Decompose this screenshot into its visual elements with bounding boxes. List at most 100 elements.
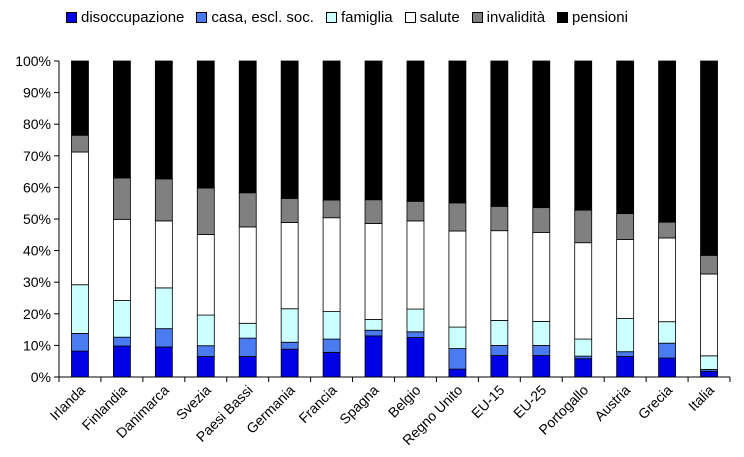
bar-segment: [490, 320, 509, 346]
bar-segment: [490, 205, 509, 232]
legend-swatch: [471, 12, 483, 23]
bar-segment: [322, 217, 341, 312]
legend-label: invalidità: [486, 9, 546, 26]
bar-segment: [490, 344, 509, 356]
bar-segment: [532, 207, 551, 233]
bar-segment: [448, 348, 467, 370]
y-tick-label: 70%: [23, 148, 51, 164]
bar-segment: [616, 351, 635, 357]
x-tick-label: Spagna: [336, 382, 382, 428]
legend-swatch: [404, 12, 416, 23]
bar-segment: [448, 230, 467, 328]
legend-swatch: [557, 12, 569, 23]
bar-segment: [322, 199, 341, 219]
bar-segment: [196, 60, 215, 189]
bar-segment: [406, 331, 425, 338]
bar-segment: [700, 273, 718, 357]
bar-segment: [490, 60, 509, 207]
bar-segment: [532, 232, 551, 322]
legend-label: pensioni: [572, 9, 628, 26]
legend-label: casa, escl. soc.: [211, 9, 314, 26]
bar-segment: [364, 335, 383, 378]
bar-segment: [490, 355, 509, 378]
bar-segment: [658, 237, 676, 323]
bar-segment: [700, 355, 718, 370]
bar-segment: [71, 350, 89, 378]
legend-swatch: [325, 12, 337, 23]
bar-segment: [196, 234, 215, 316]
bar-segment: [322, 338, 341, 353]
bar-segment: [532, 344, 551, 356]
x-tick-label: Italia: [685, 382, 717, 414]
legend-item: casa, escl. soc.: [196, 9, 314, 26]
y-tick-label: 60%: [23, 179, 51, 195]
bar-segment: [574, 338, 593, 357]
legend-item: famiglia: [325, 9, 393, 26]
bar-segment: [71, 151, 89, 286]
bar-segment: [658, 221, 676, 239]
y-tick-label: 80%: [23, 116, 51, 132]
y-tick-label: 100%: [15, 53, 51, 69]
chart-legend: disoccupazione casa, escl. soc. famiglia sa…: [66, 9, 628, 26]
bar-segment: [196, 356, 215, 378]
bar-segment: [196, 345, 215, 357]
bar-segment: [448, 368, 467, 378]
bar-segment: [238, 60, 257, 194]
bar-segment: [574, 60, 593, 211]
legend-label: famiglia: [340, 9, 393, 26]
bar-segment: [322, 351, 341, 378]
bar-segment: [406, 60, 425, 202]
x-tick-label: Belgio: [385, 382, 424, 421]
bar-segment: [364, 319, 383, 331]
bar-segment: [364, 329, 383, 337]
bar-segment: [238, 337, 257, 357]
bar-segment: [616, 239, 635, 319]
bar-segment: [71, 284, 89, 334]
x-tick-label: Austria: [591, 382, 633, 424]
bar-segment: [113, 345, 131, 378]
legend-item: disoccupazione: [66, 9, 184, 26]
x-tick-label: Svezia: [173, 382, 214, 423]
bar-segment: [700, 370, 718, 378]
bar-segment: [238, 356, 257, 378]
legend-label: disoccupazione: [81, 9, 185, 26]
bar-segment: [574, 358, 593, 378]
y-tick-label: 30%: [23, 274, 51, 290]
bar-segment: [154, 220, 173, 289]
bar-segment: [280, 198, 299, 223]
bar-segment: [113, 300, 131, 338]
bar-segment: [154, 60, 173, 180]
bar-segment: [406, 308, 425, 333]
x-tick-label: EU-25: [510, 382, 550, 422]
bar-segment: [406, 200, 425, 222]
x-tick-label: Francia: [295, 382, 339, 426]
bar-segment: [154, 328, 173, 348]
x-tick-label: EU-15: [468, 382, 508, 422]
bar-segment: [280, 308, 299, 343]
legend-swatch: [196, 12, 208, 23]
bar-segment: [532, 60, 551, 209]
legend-swatch: [66, 12, 77, 23]
bar-segment: [364, 199, 383, 224]
bar-segment: [71, 332, 89, 352]
bar-segment: [113, 218, 131, 301]
bar-segment: [616, 318, 635, 353]
y-tick-label: 40%: [23, 243, 51, 259]
bar-segment: [322, 60, 341, 201]
x-tick-label: Irlanda: [47, 382, 89, 424]
bar-segment: [322, 311, 341, 340]
bar-segment: [448, 202, 467, 232]
bar-segment: [196, 314, 215, 347]
bar-segment: [532, 355, 551, 378]
bar-segment: [658, 60, 676, 223]
bar-segment: [113, 60, 131, 179]
bar-segment: [238, 322, 257, 339]
bar-segment: [364, 223, 383, 320]
bar-segment: [280, 341, 299, 350]
x-tick-label: Grecia: [635, 382, 676, 423]
bar-segment: [574, 242, 593, 340]
bar-segment: [700, 254, 718, 275]
bar-segment: [238, 226, 257, 324]
bar-segment: [448, 326, 467, 349]
